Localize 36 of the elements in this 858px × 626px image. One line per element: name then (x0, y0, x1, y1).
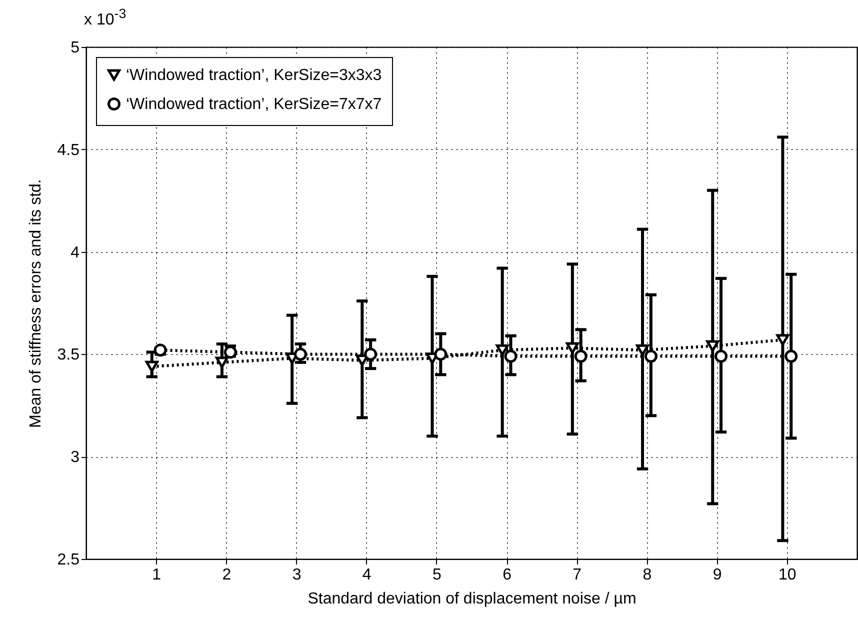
point (434, 348, 448, 361)
x-tick-label: 2 (222, 566, 232, 584)
point (784, 350, 798, 363)
point (566, 342, 579, 354)
x-tick-label: 7 (572, 566, 582, 584)
point (644, 350, 658, 363)
x-tick-label: 10 (778, 566, 796, 584)
y-tick-label: 2.5 (57, 552, 80, 568)
y-tick-label: 4 (70, 244, 80, 262)
x-tick-label: 8 (642, 566, 652, 584)
x-axis-title: Standard deviation of displacement noise / µm (308, 590, 636, 608)
point (215, 356, 228, 368)
point (574, 350, 588, 363)
point (636, 344, 650, 356)
y-tick-label: 5 (70, 40, 80, 56)
legend-label: ‘Windowed traction’, KerSize=7x7x7 (126, 96, 382, 113)
x-tick-label: 6 (502, 566, 512, 584)
point (294, 348, 307, 361)
text: x 10$^{-3}$ (84, 6, 126, 30)
point (504, 350, 518, 363)
legend-label: ‘Windowed traction’, KerSize=3x3x3 (126, 67, 382, 84)
x-tick-label: 5 (432, 566, 442, 584)
point (776, 334, 790, 346)
point (706, 340, 720, 352)
point (714, 350, 728, 363)
y-tick-label: 3 (70, 449, 80, 466)
y-tick-label: 4.5 (57, 142, 80, 159)
point (364, 348, 378, 361)
y-axis-title: Mean of stiffness errors and its std. (27, 179, 44, 428)
x-tick-label: 1 (152, 566, 162, 584)
x-tick-label: 3 (292, 566, 302, 584)
point (496, 344, 509, 356)
x-tick-label: 9 (712, 566, 722, 584)
point (145, 360, 158, 372)
x-tick-label: 4 (362, 566, 372, 584)
y-tick-label: 3.5 (57, 346, 80, 364)
